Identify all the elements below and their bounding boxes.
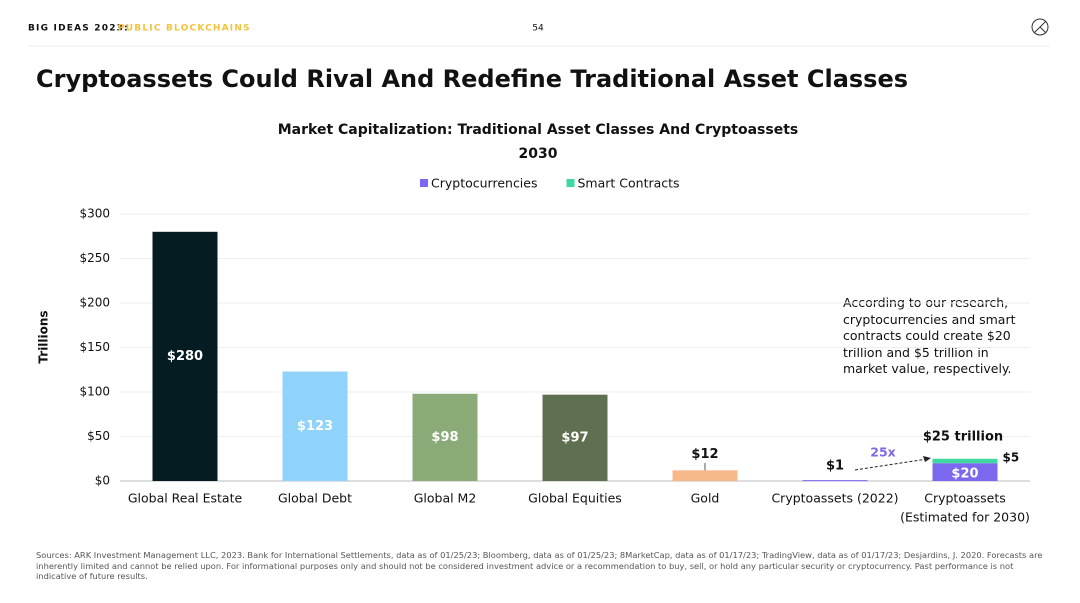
x-tick-label: Cryptoassets (2022) — [771, 491, 898, 506]
headline: Cryptoassets Could Rival And Redefine Tr… — [36, 65, 908, 93]
page-number: 54 — [532, 24, 544, 34]
legend-label: Cryptocurrencies — [431, 176, 538, 191]
y-tick-label: $250 — [79, 251, 110, 265]
value-label: $123 — [297, 419, 333, 434]
multiplier-label: 25x — [870, 445, 895, 460]
value-label: $1 — [826, 459, 844, 474]
x-tick-label: Global Equities — [528, 491, 622, 506]
x-tick-label: Cryptoassets — [924, 491, 1006, 506]
note-text: According to our research, cryptocurrenc… — [843, 295, 1016, 376]
bar — [802, 480, 868, 482]
x-tick-label: Global Real Estate — [128, 491, 243, 506]
category-note: (Estimated for 2030) — [900, 510, 1030, 525]
bar — [542, 394, 608, 481]
logo — [1031, 18, 1049, 36]
bar — [282, 371, 348, 481]
bar — [152, 231, 218, 481]
x-tick-label: Gold — [691, 491, 720, 506]
legend-swatch — [420, 179, 428, 187]
chart-title: Market Capitalization: Traditional Asset… — [278, 122, 799, 138]
value-label: $280 — [167, 349, 203, 364]
note: According to our research, cryptocurrenc… — [843, 295, 1016, 376]
y-tick-label: $150 — [79, 340, 110, 354]
growth-arrow — [854, 458, 928, 471]
value-label: $12 — [691, 447, 718, 462]
growth-arrowhead — [923, 456, 931, 462]
chart-subtitle: 2030 — [519, 146, 558, 162]
value-label: $20 — [951, 467, 978, 482]
y-axis-label: Trillions — [37, 310, 51, 363]
legend-swatch — [566, 179, 575, 187]
y-tick-label: $0 — [95, 474, 110, 488]
total-label: $25 trillion — [923, 430, 1003, 445]
header-series: BIG IDEAS 2023: — [28, 24, 129, 34]
value-label: $5 — [1003, 450, 1020, 464]
stacked-bar — [932, 458, 998, 464]
y-tick-label: $300 — [79, 207, 110, 221]
header-section: PUBLIC BLOCKCHAINS — [118, 24, 251, 34]
legend-label: Smart Contracts — [578, 176, 680, 191]
y-tick-label: $100 — [79, 385, 110, 399]
y-tick-label: $200 — [79, 296, 110, 310]
bar — [412, 393, 478, 481]
sources-text: Sources: ARK Investment Management LLC, … — [36, 550, 1043, 581]
sources: Sources: ARK Investment Management LLC, … — [36, 550, 1043, 581]
y-tick-label: $50 — [87, 429, 110, 443]
stacked-bar — [932, 463, 998, 481]
x-tick-label: Global M2 — [414, 491, 477, 506]
value-label: $97 — [561, 430, 588, 445]
bar — [672, 470, 738, 481]
value-label: $98 — [431, 430, 458, 445]
x-tick-label: Global Debt — [278, 491, 352, 506]
